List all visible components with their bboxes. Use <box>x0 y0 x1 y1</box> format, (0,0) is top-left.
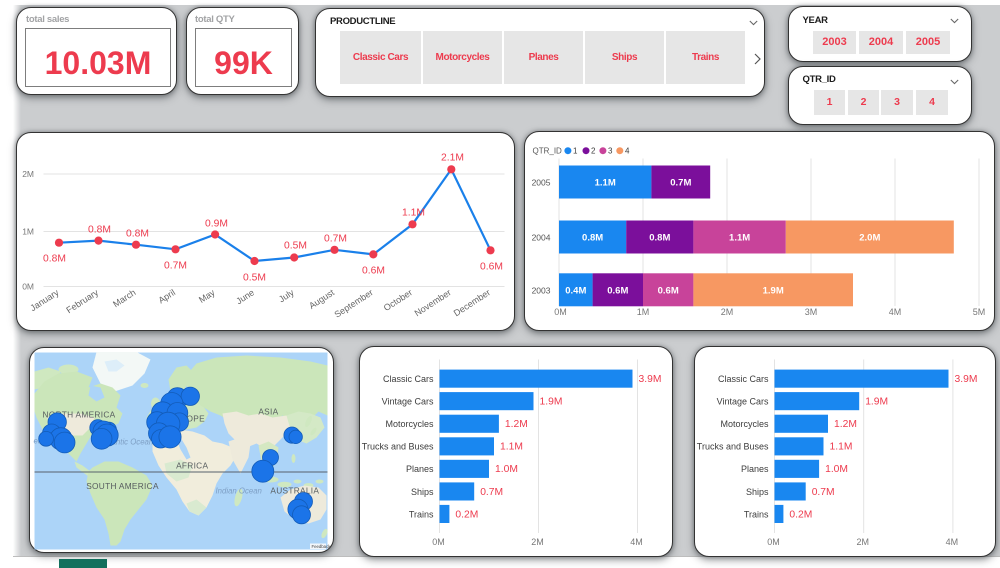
svg-text:December: December <box>452 287 492 318</box>
svg-text:4M: 4M <box>946 537 959 547</box>
svg-text:NORTH AMERICA: NORTH AMERICA <box>43 410 116 420</box>
svg-text:2.0M: 2.0M <box>859 233 880 244</box>
svg-text:1.1M: 1.1M <box>402 208 425 219</box>
svg-text:2: 2 <box>591 147 596 156</box>
svg-text:Atlantic Ocean: Atlantic Ocean <box>102 438 154 447</box>
svg-text:1.0M: 1.0M <box>825 464 848 475</box>
svg-text:2M: 2M <box>721 307 734 317</box>
svg-text:Planes: Planes <box>406 464 434 474</box>
svg-text:3.9M: 3.9M <box>955 374 978 385</box>
svg-text:0.6M: 0.6M <box>480 262 503 273</box>
svg-text:2005: 2005 <box>532 178 551 188</box>
svg-text:0.7M: 0.7M <box>670 178 691 189</box>
svg-text:SOUTH AMERICA: SOUTH AMERICA <box>86 481 159 491</box>
svg-text:0.8M: 0.8M <box>126 229 149 240</box>
svg-text:Motorcycles: Motorcycles <box>720 419 769 429</box>
svg-text:0.5M: 0.5M <box>243 273 266 284</box>
svg-text:3.9M: 3.9M <box>639 374 662 385</box>
svg-text:September: September <box>333 287 375 319</box>
svg-text:November: November <box>413 287 453 318</box>
svg-text:0.8M: 0.8M <box>582 233 603 244</box>
svg-text:June: June <box>234 287 256 306</box>
svg-text:May: May <box>197 287 217 305</box>
svg-text:October: October <box>382 287 414 313</box>
svg-text:Vintage Cars: Vintage Cars <box>382 397 434 407</box>
svg-text:0.2M: 0.2M <box>455 509 478 520</box>
svg-text:0.7M: 0.7M <box>480 487 503 498</box>
svg-text:1: 1 <box>573 147 578 156</box>
svg-text:0.4M: 0.4M <box>565 286 586 297</box>
svg-text:AFRICA: AFRICA <box>176 461 208 471</box>
svg-text:1M: 1M <box>637 307 650 317</box>
svg-text:0.6M: 0.6M <box>607 286 628 297</box>
svg-text:Trains: Trains <box>744 509 769 519</box>
svg-text:2M: 2M <box>22 169 34 179</box>
svg-text:Motorcycles: Motorcycles <box>385 419 434 429</box>
svg-text:0.8M: 0.8M <box>43 254 66 265</box>
svg-text:4M: 4M <box>889 307 902 317</box>
svg-text:0.7M: 0.7M <box>324 234 347 245</box>
svg-text:1.2M: 1.2M <box>834 419 857 430</box>
svg-text:2M: 2M <box>856 537 869 547</box>
svg-text:Indian Ocean: Indian Ocean <box>216 487 262 496</box>
svg-text:August: August <box>307 287 336 311</box>
svg-text:0.9M: 0.9M <box>205 219 228 230</box>
svg-text:Vintage Cars: Vintage Cars <box>717 397 769 407</box>
svg-text:QTR_ID: QTR_ID <box>533 147 563 156</box>
svg-text:2M: 2M <box>531 537 544 547</box>
svg-text:Trucks and Buses: Trucks and Buses <box>362 442 434 452</box>
svg-text:0.6M: 0.6M <box>658 286 679 297</box>
svg-text:ASIA: ASIA <box>258 407 278 417</box>
svg-text:Classic Cars: Classic Cars <box>718 374 769 384</box>
svg-text:Planes: Planes <box>741 464 769 474</box>
svg-text:1.1M: 1.1M <box>500 442 523 453</box>
svg-text:April: April <box>157 287 178 305</box>
svg-text:3M: 3M <box>805 307 818 317</box>
svg-text:February: February <box>64 287 100 315</box>
svg-text:2003: 2003 <box>532 286 551 296</box>
svg-text:1.9M: 1.9M <box>865 397 888 408</box>
svg-text:2.1M: 2.1M <box>441 153 464 164</box>
svg-text:Classic Cars: Classic Cars <box>383 374 434 384</box>
svg-text:0.5M: 0.5M <box>284 241 307 252</box>
svg-text:Feedback: Feedback <box>312 544 332 549</box>
svg-text:1.1M: 1.1M <box>729 233 750 244</box>
svg-text:3: 3 <box>608 147 613 156</box>
svg-text:Trucks and Buses: Trucks and Buses <box>697 442 769 452</box>
svg-text:0M: 0M <box>767 537 780 547</box>
svg-text:1.0M: 1.0M <box>495 464 518 475</box>
svg-text:0.6M: 0.6M <box>362 266 385 277</box>
svg-text:0.7M: 0.7M <box>812 487 835 498</box>
svg-text:0.8M: 0.8M <box>88 225 111 236</box>
svg-text:2004: 2004 <box>532 233 551 243</box>
svg-text:0M: 0M <box>22 282 34 292</box>
svg-text:1.9M: 1.9M <box>763 286 784 297</box>
svg-text:4M: 4M <box>630 537 643 547</box>
svg-text:0.8M: 0.8M <box>649 233 670 244</box>
svg-text:March: March <box>111 287 137 309</box>
svg-text:Ships: Ships <box>746 487 769 497</box>
svg-text:Trains: Trains <box>409 509 434 519</box>
svg-text:0M: 0M <box>432 537 445 547</box>
svg-text:1M: 1M <box>22 227 34 237</box>
svg-text:0.2M: 0.2M <box>789 509 812 520</box>
svg-text:4: 4 <box>625 147 630 156</box>
svg-text:Ships: Ships <box>411 487 434 497</box>
svg-text:1.9M: 1.9M <box>540 397 563 408</box>
svg-text:1.1M: 1.1M <box>830 442 853 453</box>
svg-text:1.1M: 1.1M <box>595 178 616 189</box>
svg-text:5M: 5M <box>973 307 986 317</box>
svg-text:AUSTRALIA: AUSTRALIA <box>270 486 319 496</box>
svg-text:1.2M: 1.2M <box>505 419 528 430</box>
svg-text:0.7M: 0.7M <box>164 261 187 272</box>
svg-text:0M: 0M <box>554 307 567 317</box>
svg-text:July: July <box>277 287 296 304</box>
